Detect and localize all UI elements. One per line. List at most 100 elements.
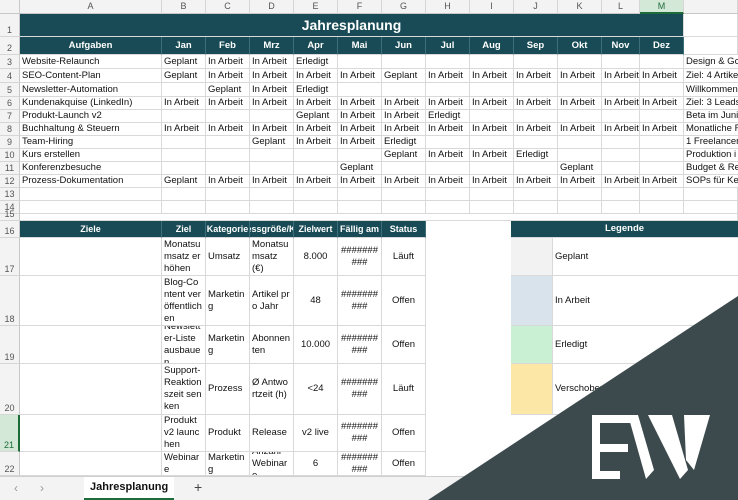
goal-status[interactable]: Läuft — [382, 238, 426, 276]
plan-cell[interactable] — [250, 149, 294, 162]
scroll-left-icon[interactable]: ‹ — [14, 481, 18, 495]
row-header-3[interactable]: 3 — [0, 55, 20, 69]
task-note[interactable]: Ziel: 4 Artikel — [684, 70, 738, 83]
goal-status[interactable]: Offen — [382, 415, 426, 452]
task-note[interactable]: Design & Go- — [684, 56, 738, 69]
plan-cell[interactable]: Geplant — [382, 149, 426, 162]
column-header-k[interactable]: K — [558, 0, 602, 14]
empty-cell[interactable] — [206, 201, 250, 214]
plan-cell[interactable] — [470, 162, 514, 175]
plan-cell[interactable]: In Arbeit — [470, 149, 514, 162]
row-header-13[interactable]: 13 — [0, 188, 20, 201]
plan-cell[interactable]: In Arbeit — [470, 69, 514, 83]
goals-blank-cell[interactable] — [20, 276, 162, 326]
empty-cell[interactable] — [20, 188, 162, 201]
plan-cell[interactable]: Erledigt — [294, 55, 338, 69]
plan-cell[interactable] — [514, 162, 558, 175]
goals-blank-cell[interactable] — [20, 326, 162, 364]
plan-cell[interactable] — [640, 83, 684, 97]
goal-kpi[interactable]: Artikel pro Jahr — [250, 276, 294, 326]
plan-cell[interactable]: In Arbeit — [514, 97, 558, 110]
plan-cell[interactable]: In Arbeit — [338, 97, 382, 110]
column-header-l[interactable]: L — [602, 0, 640, 14]
goal-ziel[interactable]: Support-Reaktionszeit senken — [162, 364, 206, 415]
row-header-1[interactable]: 1 — [0, 14, 20, 37]
plan-cell[interactable] — [602, 149, 640, 162]
goal-status[interactable]: Offen — [382, 326, 426, 364]
row-header-16[interactable]: 16 — [0, 221, 20, 238]
row-header-18[interactable]: 18 — [0, 276, 20, 326]
plan-cell[interactable]: Geplant — [294, 110, 338, 123]
plan-cell[interactable]: In Arbeit — [640, 175, 684, 188]
plan-cell[interactable] — [382, 83, 426, 97]
plan-cell[interactable] — [338, 55, 382, 69]
empty-cell[interactable] — [602, 188, 640, 201]
plan-cell[interactable] — [470, 136, 514, 149]
goal-ziel[interactable]: Webinare — [162, 452, 206, 476]
goal-zielwert[interactable]: v2 live — [294, 415, 338, 452]
empty-cell[interactable] — [640, 188, 684, 201]
row-header-22[interactable]: 22 — [0, 452, 20, 476]
plan-cell[interactable] — [558, 136, 602, 149]
goal-kpi[interactable]: Ø Antwortzeit (h) — [250, 364, 294, 415]
task-note[interactable]: Beta im Juni — [684, 110, 738, 123]
plan-cell[interactable]: In Arbeit — [250, 83, 294, 97]
plan-cell[interactable]: In Arbeit — [426, 149, 470, 162]
scroll-right-icon[interactable]: › — [40, 481, 44, 495]
plan-cell[interactable] — [558, 149, 602, 162]
empty-cell[interactable] — [162, 188, 206, 201]
plan-cell[interactable]: In Arbeit — [514, 69, 558, 83]
row-header-2[interactable]: 2 — [0, 37, 20, 55]
empty-cell[interactable] — [294, 201, 338, 214]
plan-cell[interactable]: In Arbeit — [250, 69, 294, 83]
plan-cell[interactable] — [162, 110, 206, 123]
row-header-7[interactable]: 7 — [0, 110, 20, 123]
plan-cell[interactable]: Erledigt — [382, 136, 426, 149]
goal-zielwert[interactable]: 48 — [294, 276, 338, 326]
plan-cell[interactable]: In Arbeit — [206, 69, 250, 83]
plan-cell[interactable] — [558, 55, 602, 69]
empty-cell[interactable] — [558, 188, 602, 201]
column-header-g[interactable]: G — [382, 0, 426, 14]
plan-cell[interactable] — [426, 83, 470, 97]
plan-cell[interactable] — [640, 149, 684, 162]
column-header-a[interactable]: A — [20, 0, 162, 14]
plan-cell[interactable]: Geplant — [206, 83, 250, 97]
goals-blank-cell[interactable] — [20, 238, 162, 276]
task-name[interactable]: Website-Relaunch — [20, 55, 162, 69]
plan-cell[interactable]: In Arbeit — [514, 175, 558, 188]
plan-cell[interactable]: Geplant — [558, 162, 602, 175]
goal-faellig[interactable]: ########## — [338, 238, 382, 276]
plan-cell[interactable] — [640, 162, 684, 175]
plan-cell[interactable] — [382, 55, 426, 69]
column-header-j[interactable]: J — [514, 0, 558, 14]
row-header-20[interactable]: 20 — [0, 364, 20, 415]
plan-cell[interactable] — [250, 110, 294, 123]
plan-cell[interactable]: In Arbeit — [162, 97, 206, 110]
empty-cell[interactable] — [382, 188, 426, 201]
plan-cell[interactable]: In Arbeit — [558, 175, 602, 188]
task-note[interactable]: 1 Freelancer — [684, 136, 738, 149]
plan-cell[interactable]: Geplant — [250, 136, 294, 149]
empty-cell[interactable] — [206, 188, 250, 201]
plan-cell[interactable] — [602, 55, 640, 69]
plan-cell[interactable]: In Arbeit — [470, 97, 514, 110]
goal-kpi[interactable]: Anzahl Webinare — [250, 452, 294, 476]
plan-cell[interactable] — [470, 55, 514, 69]
plan-cell[interactable] — [162, 83, 206, 97]
task-name[interactable]: Buchhaltung & Steuern — [20, 123, 162, 136]
plan-cell[interactable] — [206, 162, 250, 175]
corner-select-all[interactable] — [0, 0, 20, 14]
plan-cell[interactable]: In Arbeit — [558, 97, 602, 110]
plan-cell[interactable]: In Arbeit — [250, 55, 294, 69]
row-header-14[interactable]: 14 — [0, 201, 20, 214]
empty-cell[interactable] — [382, 201, 426, 214]
plan-cell[interactable]: In Arbeit — [206, 97, 250, 110]
row-header-12[interactable]: 12 — [0, 175, 20, 188]
plan-cell[interactable]: In Arbeit — [470, 175, 514, 188]
plan-cell[interactable] — [426, 162, 470, 175]
task-name[interactable]: Prozess-Dokumentation — [20, 175, 162, 188]
task-note[interactable]: Produktion i — [684, 149, 738, 162]
plan-cell[interactable]: In Arbeit — [206, 55, 250, 69]
plan-cell[interactable]: Geplant — [382, 69, 426, 83]
